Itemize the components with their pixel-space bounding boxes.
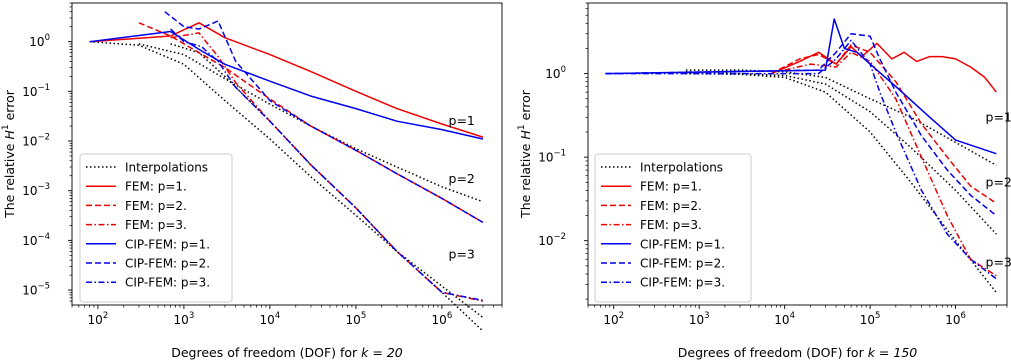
y-tick-label: 10−3 (22, 182, 50, 198)
legend-label: FEM: p=3. (640, 218, 702, 232)
y-tick-label: 10−2 (22, 133, 50, 149)
x-axis-label: Degrees of freedom (DOF) for k = 20 (171, 345, 403, 360)
legend-label: CIP-FEM: p=1. (640, 237, 725, 251)
x-tick-label: 105 (860, 311, 881, 327)
x-tick-label: 106 (945, 311, 966, 327)
legend-label: Interpolations (640, 161, 723, 175)
legend-label: FEM: p=1. (640, 180, 702, 194)
annotation-label: p=1 (449, 113, 475, 128)
series-line (89, 40, 484, 319)
right-panel: 102 103 104 105 106 10−2 10−1 100 p=1 p=2 p=3 Inter… (517, 2, 1011, 360)
annotation-label: p=1 (986, 109, 1011, 124)
plot-frame (71, 2, 503, 306)
annotation-label: p=2 (986, 174, 1011, 189)
x-axis-label: Degrees of freedom (DOF) for k = 150 (678, 345, 918, 360)
legend-label: CIP-FEM: p=2. (640, 257, 725, 271)
legend-label: Interpolations (125, 161, 208, 175)
y-tick-label: 10−4 (22, 232, 50, 248)
plot-frame (587, 2, 1008, 306)
y-tick-label: 10−1 (538, 149, 566, 165)
y-tick-label: 10−2 (538, 232, 566, 248)
x-tick-label: 106 (432, 311, 453, 327)
y-axis-label: The relative H1 error (517, 89, 533, 219)
x-tick-label: 104 (260, 311, 281, 327)
series-line (685, 69, 997, 166)
annotation-label: p=2 (449, 171, 475, 186)
x-tick-label: 103 (689, 311, 710, 327)
series-line (605, 18, 997, 155)
series-line (784, 51, 997, 277)
legend-label: CIP-FEM: p=2. (125, 257, 210, 271)
legend-label: FEM: p=3. (125, 218, 187, 232)
series-line (170, 28, 484, 302)
x-tick-label: 102 (88, 311, 109, 327)
legend-label: FEM: p=2. (640, 199, 702, 213)
legend: Interpolations FEM: p=1. FEM: p=2. FEM: p=3… (79, 153, 233, 303)
y-axis-label: The relative H1 error (1, 89, 17, 219)
legend-box (594, 153, 752, 303)
x-tick-label: 104 (774, 311, 795, 327)
x-tick-label: 102 (603, 311, 624, 327)
series-line (89, 30, 484, 140)
series-line (605, 39, 997, 280)
series-line (89, 22, 484, 138)
legend: Interpolations FEM: p=1. FEM: p=2. FEM: p=3… (594, 153, 752, 303)
series-line (164, 11, 484, 224)
y-tick-label: 100 (545, 65, 566, 81)
y-tick-label: 10−5 (22, 282, 50, 298)
legend-label: FEM: p=2. (125, 199, 187, 213)
legend-box (79, 153, 233, 303)
x-tick-label: 103 (174, 311, 195, 327)
annotation-label: p=3 (449, 246, 475, 261)
x-tick-label: 105 (346, 311, 367, 327)
legend-label: CIP-FEM: p=1. (125, 237, 210, 251)
y-tick-label: 100 (29, 33, 50, 49)
annotation-label: p=3 (986, 254, 1011, 269)
legend-label: FEM: p=1. (125, 180, 187, 194)
series-line (605, 32, 997, 217)
series-line (685, 72, 997, 293)
left-panel: 102 103 104 105 106 10−5 10−4 10−3 10−2 10−1 100 p=… (1, 2, 503, 360)
legend-label: CIP-FEM: p=3. (640, 276, 725, 290)
y-tick-label: 10−1 (22, 83, 50, 99)
legend-label: CIP-FEM: p=3. (125, 276, 210, 290)
